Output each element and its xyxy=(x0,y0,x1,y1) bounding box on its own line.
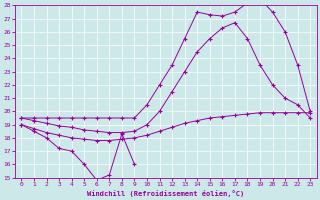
X-axis label: Windchill (Refroidissement éolien,°C): Windchill (Refroidissement éolien,°C) xyxy=(87,190,244,197)
